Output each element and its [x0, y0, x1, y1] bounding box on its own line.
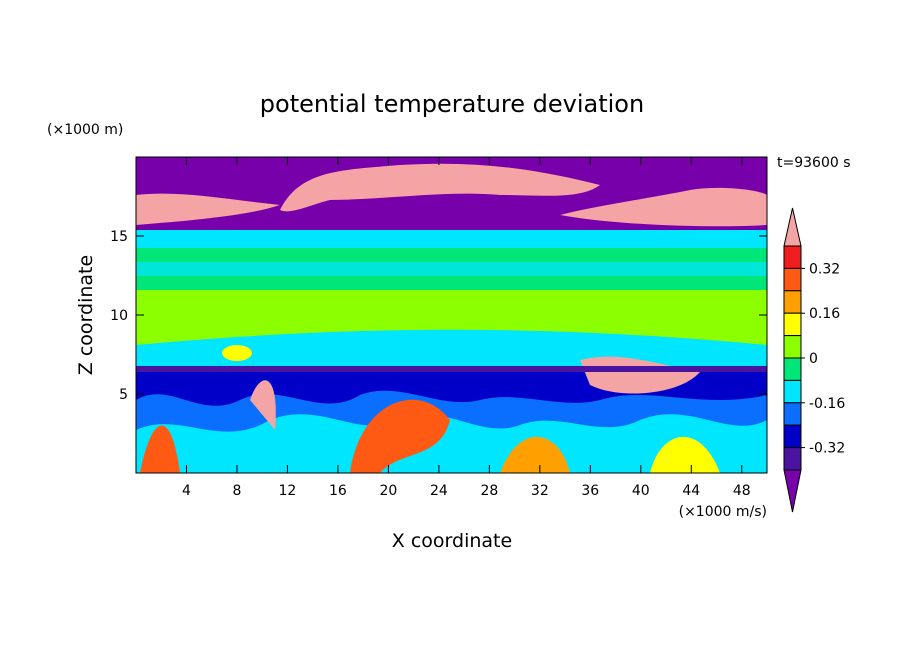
- x-tick-label: 4: [182, 483, 191, 499]
- x-tick-label: 48: [733, 483, 751, 499]
- y-axis-label: Z coordinate: [75, 255, 97, 375]
- colorbar-tick-label: 0.32: [809, 261, 840, 277]
- y-tick-label: 15: [110, 229, 128, 245]
- colorbar-box: [783, 357, 802, 381]
- colorbar-tick-label: 0: [809, 351, 818, 367]
- colorbar-extension: [783, 469, 802, 513]
- colorbar-extension: [783, 207, 802, 247]
- time-label: t=93600 s: [777, 155, 851, 171]
- x-tick-label: 44: [682, 483, 700, 499]
- x-units: (×1000 m/s): [679, 504, 767, 520]
- colorbar-tick-label: 0.16: [809, 306, 840, 322]
- x-tick-label: 28: [480, 483, 498, 499]
- colorbar-box: [783, 335, 802, 359]
- colorbar-box: [783, 312, 802, 337]
- x-tick-label: 24: [430, 483, 448, 499]
- x-tick-label: 32: [531, 483, 549, 499]
- colorbar-box: [783, 447, 802, 471]
- colorbar-tick-label: -0.16: [809, 396, 845, 412]
- contour-field: [136, 157, 767, 473]
- x-tick-label: 8: [232, 483, 241, 499]
- chart-title: potential temperature deviation: [260, 90, 644, 118]
- colorbar-box: [783, 402, 802, 426]
- x-tick-label: 16: [329, 483, 347, 499]
- x-tick-label: 12: [279, 483, 297, 499]
- colorbar-box: [783, 379, 802, 404]
- y-units: (×1000 m): [47, 122, 123, 138]
- colorbar-tick-label: -0.32: [809, 441, 845, 457]
- x-tick-label: 40: [632, 483, 650, 499]
- x-axis-label: X coordinate: [392, 530, 512, 552]
- y-tick-label: 10: [110, 308, 128, 324]
- x-tick-label: 36: [581, 483, 599, 499]
- y-tick-label: 5: [119, 387, 128, 403]
- colorbar-box: [783, 290, 802, 314]
- colorbar-box: [783, 267, 802, 292]
- colorbar-box: [783, 245, 802, 269]
- colorbar-box: [783, 424, 802, 449]
- x-tick-label: 20: [379, 483, 397, 499]
